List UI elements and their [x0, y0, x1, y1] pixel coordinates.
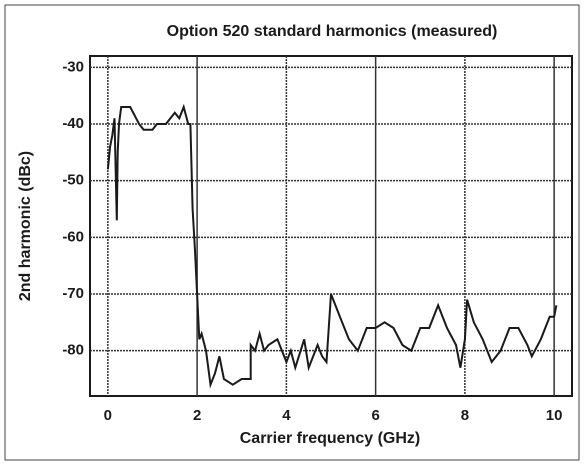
x-tick-label: 0	[104, 407, 112, 424]
x-tick-label: 8	[461, 407, 469, 424]
y-tick-label: -70	[62, 285, 84, 302]
y-tick-label: -40	[62, 115, 84, 132]
x-tick-label: 4	[282, 407, 291, 424]
data-line	[106, 103, 558, 389]
y-tick-label: -50	[62, 172, 84, 189]
x-axis-label: Carrier frequency (GHz)	[240, 430, 421, 447]
x-tick-label: 6	[371, 407, 379, 424]
y-tick-label: -60	[62, 228, 84, 245]
x-tick-label: 2	[193, 407, 201, 424]
y-tick-label: -80	[62, 342, 84, 359]
frame	[4, 4, 580, 461]
y-tick-label: -30	[62, 58, 84, 75]
chart-title: Option 520 standard harmonics (measured)	[167, 23, 498, 40]
y-axis-label: 2nd harmonic (dBc)	[17, 151, 34, 301]
plot-area	[89, 55, 573, 397]
x-tick-label: 10	[546, 407, 563, 424]
